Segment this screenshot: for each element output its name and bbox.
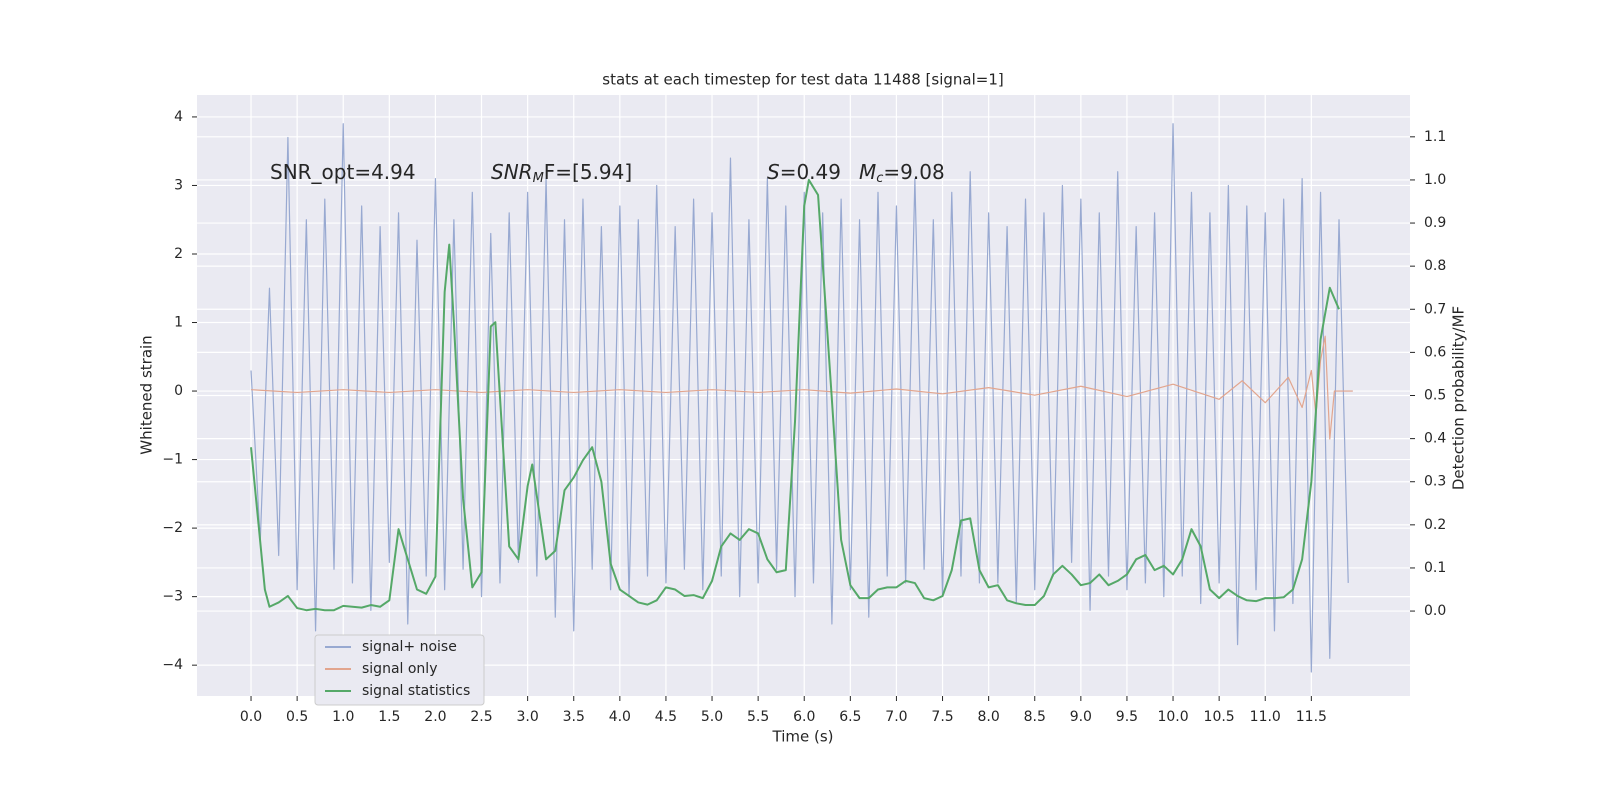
y2-tick-label: 0.5 xyxy=(1424,388,1446,404)
annotation: SNRMF=[5.94] xyxy=(491,160,632,186)
x-tick-label: 7.5 xyxy=(931,709,953,725)
y2-tick-label: 0.9 xyxy=(1424,215,1446,231)
y2-tick-label: 0.0 xyxy=(1424,603,1446,619)
y-tick-label: 4 xyxy=(174,109,183,125)
series-line xyxy=(250,178,1340,612)
y2-tick-label: 0.2 xyxy=(1424,517,1446,533)
y2-tick-label: 1.1 xyxy=(1424,129,1446,145)
annotation-part: F=[5.94] xyxy=(544,160,632,184)
series-line xyxy=(250,123,1349,673)
x-tick-label: 7.0 xyxy=(885,709,907,725)
y-tick-label: 2 xyxy=(174,246,183,262)
annotation: S=0.49 xyxy=(767,160,841,184)
annotation-part: SNR xyxy=(491,160,533,184)
annotation: SNR_opt=4.94 xyxy=(270,160,416,184)
y-tick-label: −2 xyxy=(162,520,183,536)
annotation-part: M xyxy=(859,160,876,184)
y2-tick-label: 0.6 xyxy=(1424,344,1446,360)
x-tick-label: 3.5 xyxy=(563,709,585,725)
y-axis-label: Whitened strain xyxy=(138,335,156,454)
y-tick-label: −4 xyxy=(162,657,183,673)
y-tick-label: −1 xyxy=(162,452,183,468)
y2-tick-label: 0.3 xyxy=(1424,474,1446,490)
annotation-part: SNR_opt=4.94 xyxy=(270,160,416,184)
x-tick-label: 6.5 xyxy=(839,709,861,725)
x-tick-label: 11.5 xyxy=(1296,709,1327,725)
y-tick-label: 0 xyxy=(174,383,183,399)
chart-title: stats at each timestep for test data 114… xyxy=(602,71,1003,89)
x-tick-label: 2.0 xyxy=(424,709,446,725)
x-tick-label: 11.0 xyxy=(1250,709,1281,725)
y2-tick-label: 0.4 xyxy=(1424,431,1446,447)
annotation-part: =9.08 xyxy=(883,160,944,184)
x-tick-label: 10.0 xyxy=(1157,709,1188,725)
annotation-part: S xyxy=(767,160,780,184)
y-tick-label: 3 xyxy=(174,177,183,193)
x-tick-label: 0.0 xyxy=(240,709,262,725)
x-tick-label: 6.0 xyxy=(793,709,815,725)
x-tick-label: 1.0 xyxy=(332,709,354,725)
x-axis-label: Time (s) xyxy=(772,728,834,746)
annotation: Mc=9.08 xyxy=(859,160,945,186)
legend-label: signal only xyxy=(362,661,437,677)
x-tick-label: 5.5 xyxy=(747,709,769,725)
annotation-part: c xyxy=(876,171,883,186)
x-tick-label: 5.0 xyxy=(701,709,723,725)
y2-tick-label: 0.7 xyxy=(1424,301,1446,317)
legend-label: signal statistics xyxy=(362,683,470,699)
y-tick-label: −3 xyxy=(162,589,183,605)
legend-box xyxy=(314,634,485,706)
y-tick-label: 1 xyxy=(174,315,183,331)
legend: signal+ noise signal only signal statistic… xyxy=(314,634,485,706)
annotation-part: M xyxy=(533,171,544,186)
x-tick-label: 8.5 xyxy=(1024,709,1046,725)
y2-tick-label: 0.1 xyxy=(1424,560,1446,576)
x-tick-label: 10.5 xyxy=(1204,709,1235,725)
x-tick-label: 4.5 xyxy=(655,709,677,725)
y2-tick-label: 0.8 xyxy=(1424,258,1446,274)
x-tick-label: 1.5 xyxy=(378,709,400,725)
x-tick-label: 0.5 xyxy=(286,709,308,725)
y2-axis-label: Detection probability/MF xyxy=(1450,306,1468,490)
series-line xyxy=(250,335,1353,440)
annotation-part: =0.49 xyxy=(780,160,841,184)
x-tick-label: 3.0 xyxy=(517,709,539,725)
x-tick-label: 9.0 xyxy=(1070,709,1092,725)
x-tick-label: 4.0 xyxy=(609,709,631,725)
x-tick-label: 8.0 xyxy=(978,709,1000,725)
x-tick-label: 2.5 xyxy=(470,709,492,725)
y2-tick-label: 1.0 xyxy=(1424,172,1446,188)
legend-label: signal+ noise xyxy=(362,639,457,655)
x-tick-label: 9.5 xyxy=(1116,709,1138,725)
